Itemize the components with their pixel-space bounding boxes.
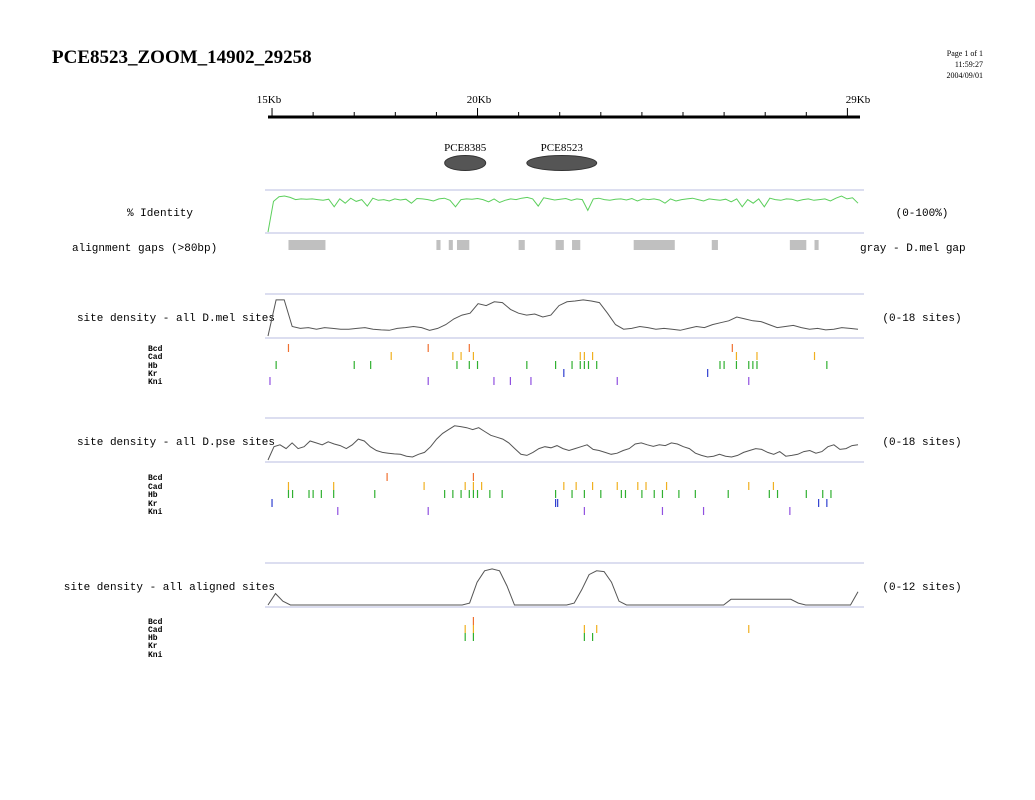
factor-label: Cad	[148, 353, 163, 362]
page-title: PCE8523_ZOOM_14902_29258	[52, 47, 312, 68]
track-label: site density - all D.pse sites	[77, 437, 275, 449]
gap-segment	[436, 240, 441, 250]
factor-label: Bcd	[148, 618, 163, 627]
print-time: 11:59:27	[954, 60, 983, 69]
ruler-start-label: 15Kb	[257, 94, 282, 106]
factor-label: Kr	[148, 500, 158, 509]
gap-segment	[448, 240, 453, 250]
gap-segment	[555, 240, 564, 250]
gap-segments	[288, 240, 819, 250]
track-range-label: (0-12 sites)	[882, 582, 961, 594]
factor-label: Cad	[148, 626, 163, 635]
factor-label: Bcd	[148, 474, 163, 483]
gap-segment	[633, 240, 675, 250]
gap-track: alignment gaps (>80bp) gray - D.mel gap	[72, 240, 966, 255]
site-tracks: site density - all D.mel sites (0-18 site…	[64, 293, 962, 660]
gap-segment	[456, 240, 470, 250]
track-label: site density - all D.mel sites	[77, 313, 275, 325]
factor-label: Kr	[148, 370, 158, 379]
factor-label: Kni	[148, 651, 163, 660]
element-shape	[444, 155, 487, 171]
site-track: site density - all D.mel sites (0-18 site…	[77, 293, 962, 387]
print-date: 2004/09/01	[946, 71, 983, 80]
factor-label: Kni	[148, 508, 163, 517]
site-track: site density - all D.pse sites (0-18 site…	[77, 417, 962, 517]
gap-segment	[789, 240, 807, 250]
factor-label: Hb	[148, 491, 158, 500]
ruler: 15Kb 20Kb 29Kb	[257, 94, 871, 119]
density-line	[267, 425, 859, 461]
ruler-ticks	[271, 108, 848, 117]
density-line	[267, 299, 859, 337]
page-number: Page 1 of 1	[946, 49, 983, 58]
gap-segment	[814, 240, 819, 250]
identity-label: % Identity	[127, 208, 193, 220]
factor-label: Kr	[148, 642, 158, 651]
track-range-label: (0-18 sites)	[882, 437, 961, 449]
identity-track: % Identity (0-100%)	[127, 189, 949, 234]
site-track: site density - all aligned sites (0-12 si…	[64, 562, 962, 660]
gap-label: alignment gaps (>80bp)	[72, 243, 217, 255]
factor-label: Hb	[148, 362, 158, 371]
gap-note: gray - D.mel gap	[860, 243, 966, 255]
element-label: PCE8385	[444, 142, 487, 154]
gap-segment	[288, 240, 326, 250]
identity-line	[267, 195, 859, 233]
gap-segment	[711, 240, 718, 250]
factor-label: Hb	[148, 634, 158, 643]
element-label: PCE8523	[541, 142, 584, 154]
factor-label: Bcd	[148, 345, 163, 354]
gap-segment	[572, 240, 581, 250]
gap-segment	[518, 240, 525, 250]
identity-range-label: (0-100%)	[896, 208, 949, 220]
track-range-label: (0-18 sites)	[882, 313, 961, 325]
factor-label: Cad	[148, 483, 163, 492]
density-line	[267, 568, 859, 606]
ruler-mid-label: 20Kb	[467, 94, 492, 106]
page-info: Page 1 of 1 11:59:27 2004/09/01	[947, 48, 983, 81]
track-label: site density - all aligned sites	[64, 582, 275, 594]
element-track: PCE8385 PCE8523	[444, 142, 598, 171]
ruler-end-label: 29Kb	[846, 94, 871, 106]
factor-label: Kni	[148, 378, 163, 387]
element-shape	[526, 155, 598, 171]
